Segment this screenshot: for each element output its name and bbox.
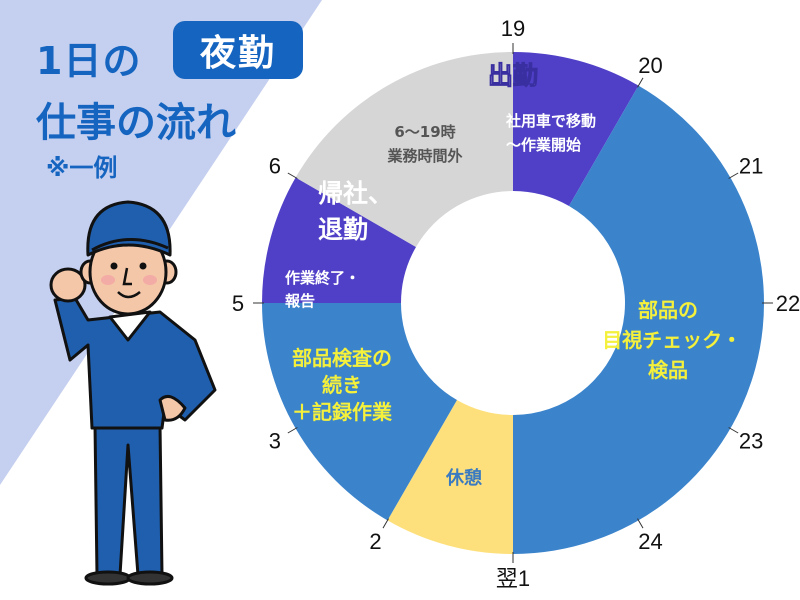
tick-label: 6 [269,154,281,179]
label-continue-line3: ＋記録作業 [292,400,393,424]
donut-segment-3 [262,303,457,521]
example-note: ※一例 [46,154,118,182]
donut-segment-4 [262,177,417,303]
tick-label: 21 [739,154,763,179]
tick-mark [287,427,298,434]
label-inspect-line3: 検品 [648,358,688,382]
worker-illustration [49,200,217,586]
night-shift-badge: 夜勤 [173,21,303,79]
label-report-line2: 報告 [285,292,315,310]
title-line1: 1日の [36,39,142,83]
label-return-line1: 帰社、 [318,179,393,208]
label-offhours-line1: 6〜19時 [394,123,455,141]
tick-label: 5 [232,291,244,316]
label-inspect-line1: 部品の [638,298,698,322]
tick-mark [637,77,644,88]
tick-label: 22 [776,291,800,316]
tick-label: 20 [638,53,662,78]
donut-segment-0 [513,52,639,207]
tick-mark [637,518,644,529]
label-continue-line2: 続き [322,373,362,397]
donut-segment-5 [295,52,513,247]
tick-label: 23 [739,429,763,454]
label-inspect-line2: 目視チェック・ [602,328,742,352]
label-move-line1: 社用車で移動 [505,112,596,130]
tick-mark [287,172,298,179]
tick-label: 2 [369,529,381,554]
tick-label: 3 [269,429,281,454]
label-break: 休憩 [445,467,482,489]
tick-label: 翌1 [496,566,530,591]
label-report-line1: 作業終了・ [285,269,360,287]
label-arrive: 出勤 [488,61,538,90]
tick-label: 19 [501,16,525,41]
label-continue-line1: 部品検査の [292,346,392,370]
tick-mark [728,172,739,179]
tick-label: 24 [638,529,662,554]
tick-mark [382,518,389,529]
title-line2: 仕事の流れ [36,100,236,146]
tick-mark [728,427,739,434]
donut-segment-2 [387,399,513,554]
donut-segment-1 [513,85,764,554]
label-return-line2: 退勤 [318,215,368,244]
label-move-line2: 〜作業開始 [506,136,581,154]
label-offhours-line2: 業務時間外 [386,147,462,165]
